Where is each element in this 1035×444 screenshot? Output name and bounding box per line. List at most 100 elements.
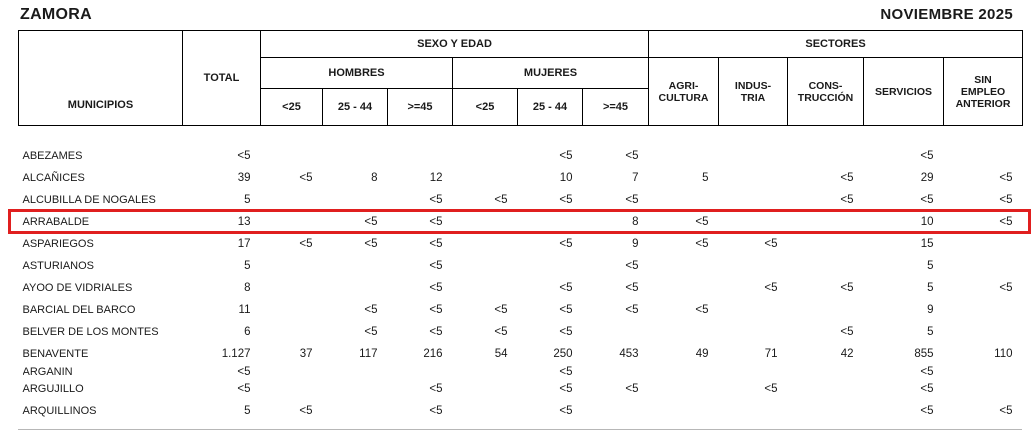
cell-value: <5 bbox=[364, 237, 378, 250]
cell-value: 216 bbox=[423, 347, 443, 360]
cell-value: <5 bbox=[840, 281, 854, 294]
cell-value: 13 bbox=[237, 215, 251, 228]
municipality-name: BARCIAL DEL BARCO bbox=[22, 303, 136, 316]
cell-value: 5 bbox=[244, 259, 251, 272]
cell-value: <5 bbox=[429, 325, 443, 338]
cell-value: <5 bbox=[559, 193, 573, 206]
cell-value bbox=[944, 145, 1023, 167]
cell-value: 5 bbox=[927, 325, 934, 338]
cell-value: <5 bbox=[237, 149, 251, 162]
cell-value: 110 bbox=[994, 347, 1013, 360]
municipality-name: ARRABALDE bbox=[22, 215, 90, 228]
table-row: ASTURIANOS 5 <5 <5 5 bbox=[19, 255, 1023, 277]
cell-value: <5 bbox=[364, 303, 378, 316]
cell-value: <5 bbox=[559, 237, 573, 250]
cell-value bbox=[719, 255, 788, 277]
table-row: ARGANIN <5 <5 <5 bbox=[19, 365, 1023, 378]
table-row: ABEZAMES <5 <5 <5 <5 bbox=[19, 145, 1023, 167]
cell-value: <5 bbox=[299, 237, 313, 250]
cell-value: <5 bbox=[429, 382, 443, 395]
cell-value: 5 bbox=[927, 259, 934, 272]
unemployment-table: MUNICIPIOS TOTAL SEXO Y EDAD SECTORES HO… bbox=[18, 30, 1024, 422]
table-row: ARQUILLINOS 5 <5 <5 <5 <5 <5 bbox=[19, 400, 1023, 422]
cell-value bbox=[788, 255, 864, 277]
cell-value bbox=[261, 365, 323, 378]
table-row: ALCAÑICES 39 <5 8 12 10 7 5 <5 29 <5 bbox=[19, 167, 1023, 189]
table-row: AYOO DE VIDRIALES 8 <5 <5 <5 <5 <5 5 <5 bbox=[19, 277, 1023, 299]
cell-value: 9 bbox=[927, 303, 934, 316]
cell-value bbox=[323, 400, 388, 422]
cell-value bbox=[388, 145, 453, 167]
subgroup-header-hombres: HOMBRES bbox=[260, 57, 453, 89]
column-header-industria: INDUS- TRIA bbox=[718, 57, 789, 126]
cell-value bbox=[323, 378, 388, 400]
cell-value: 7 bbox=[632, 171, 639, 184]
cell-value bbox=[261, 211, 323, 233]
column-header-agricultura: AGRI- CULTURA bbox=[648, 57, 720, 126]
cell-value: <5 bbox=[429, 237, 443, 250]
cell-value bbox=[719, 365, 788, 378]
cell-value: <5 bbox=[625, 259, 639, 272]
cell-value: <5 bbox=[920, 193, 934, 206]
cell-value bbox=[944, 299, 1023, 321]
cell-value: <5 bbox=[920, 149, 934, 162]
table-row: BELVER DE LOS MONTES 6 <5 <5 <5 <5 <5 5 bbox=[19, 321, 1023, 343]
column-header-mujeres-o45: >=45 bbox=[581, 88, 650, 126]
cell-value bbox=[261, 321, 323, 343]
column-header-hombres-o45: >=45 bbox=[387, 88, 453, 126]
column-header-sin-empleo: SIN EMPLEO ANTERIOR bbox=[943, 57, 1024, 126]
cell-value: 5 bbox=[702, 171, 709, 184]
cell-value: <5 bbox=[999, 193, 1013, 206]
cell-value bbox=[453, 233, 518, 255]
cell-value: 10 bbox=[920, 215, 934, 228]
cell-value: <5 bbox=[494, 303, 508, 316]
cell-value: <5 bbox=[764, 382, 778, 395]
cell-value bbox=[323, 189, 388, 211]
municipality-name: ABEZAMES bbox=[22, 149, 83, 162]
cell-value bbox=[453, 365, 518, 378]
table-row: ALCUBILLA DE NOGALES 5 <5 <5 <5 <5 <5 <5 <5 bbox=[19, 189, 1023, 211]
cell-value bbox=[261, 277, 323, 299]
cell-value: <5 bbox=[625, 149, 639, 162]
table-row: ASPARIEGOS 17 <5 <5 <5 <5 9 <5 <5 15 bbox=[19, 233, 1023, 255]
cell-value: <5 bbox=[559, 149, 573, 162]
cell-value: 10 bbox=[559, 171, 573, 184]
cell-value bbox=[649, 189, 719, 211]
municipality-name: ARGANIN bbox=[22, 365, 73, 376]
cell-value: <5 bbox=[625, 382, 639, 395]
cell-value: <5 bbox=[625, 193, 639, 206]
cell-value: 5 bbox=[244, 404, 251, 417]
cell-value bbox=[518, 255, 583, 277]
cell-value: 37 bbox=[299, 347, 313, 360]
column-header-total: TOTAL bbox=[182, 30, 261, 126]
cell-value: <5 bbox=[695, 303, 709, 316]
column-header-hombres-u25: <25 bbox=[260, 88, 323, 126]
cell-value: <5 bbox=[999, 171, 1013, 184]
group-header-sexo-edad: SEXO Y EDAD bbox=[259, 30, 650, 58]
cell-value bbox=[944, 378, 1023, 400]
cell-value bbox=[453, 255, 518, 277]
cell-value bbox=[788, 365, 864, 378]
header-gap bbox=[19, 126, 1023, 145]
cell-value bbox=[453, 167, 518, 189]
cell-value bbox=[261, 189, 323, 211]
municipality-name: ARQUILLINOS bbox=[22, 404, 97, 417]
cell-value: <5 bbox=[494, 325, 508, 338]
cell-value: <5 bbox=[559, 382, 573, 395]
cell-value: <5 bbox=[299, 404, 313, 417]
cell-value: 42 bbox=[840, 347, 854, 360]
municipality-name: ASPARIEGOS bbox=[22, 237, 94, 250]
cell-value: <5 bbox=[429, 281, 443, 294]
cell-value bbox=[719, 400, 788, 422]
cell-value: 250 bbox=[553, 347, 573, 360]
table-row: BENAVENTE 1.127 37 117 216 54 250 453 49 71 42 855 1… bbox=[19, 343, 1023, 365]
cell-value bbox=[788, 211, 864, 233]
cell-value bbox=[719, 211, 788, 233]
region-title: ZAMORA bbox=[20, 6, 93, 23]
table-header: MUNICIPIOS TOTAL SEXO Y EDAD SECTORES HO… bbox=[18, 30, 1024, 126]
cell-value bbox=[453, 211, 518, 233]
cell-value bbox=[649, 145, 719, 167]
column-header-mujeres-25-44: 25 - 44 bbox=[517, 88, 583, 126]
column-header-construccion: CONS- TRUCCIÓN bbox=[787, 57, 865, 126]
